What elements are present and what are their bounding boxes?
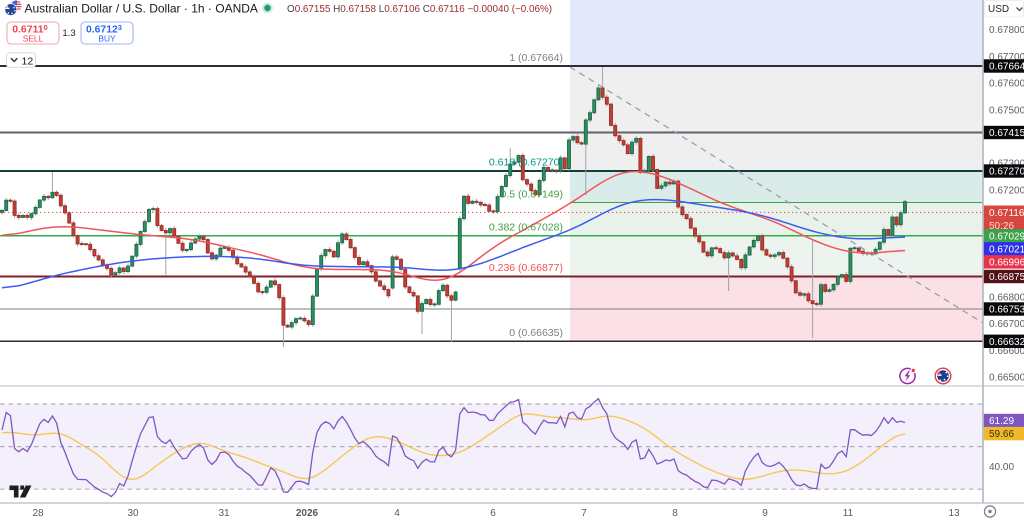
- svg-text:BUY: BUY: [98, 34, 116, 44]
- svg-text:0.382 (0.67028): 0.382 (0.67028): [489, 222, 563, 234]
- svg-text:11: 11: [843, 508, 854, 519]
- svg-text:9: 9: [762, 508, 768, 519]
- svg-text:28: 28: [32, 508, 44, 519]
- svg-text:8: 8: [672, 508, 678, 519]
- svg-text:0 (0.66635): 0 (0.66635): [509, 327, 563, 339]
- svg-text:0.67270: 0.67270: [989, 167, 1024, 178]
- svg-text:SELL: SELL: [23, 34, 44, 44]
- svg-text:0.236 (0.66877): 0.236 (0.66877): [489, 262, 563, 274]
- svg-text:Australian Dollar / U.S. Dolla: Australian Dollar / U.S. Dollar · 1h · O…: [25, 2, 258, 16]
- svg-text:0.66632: 0.66632: [989, 337, 1024, 348]
- svg-text:0.67200: 0.67200: [989, 186, 1024, 197]
- svg-text:0.66875: 0.66875: [989, 272, 1024, 283]
- svg-text:12: 12: [22, 55, 34, 67]
- svg-text:0.5 (0.67149): 0.5 (0.67149): [501, 189, 563, 201]
- svg-text:0.66996: 0.66996: [989, 258, 1024, 269]
- svg-text:O0.67155 H0.67158 L0.67106 C0.: O0.67155 H0.67158 L0.67106 C0.67116 −0.0…: [287, 4, 552, 15]
- svg-text:50:26: 50:26: [989, 221, 1014, 232]
- svg-text:13: 13: [948, 508, 960, 519]
- svg-text:6: 6: [490, 508, 496, 519]
- svg-text:0.67500: 0.67500: [989, 105, 1024, 116]
- svg-text:0.66600: 0.66600: [989, 346, 1024, 357]
- svg-text:USD: USD: [988, 4, 1009, 15]
- svg-text:0.66700: 0.66700: [989, 319, 1024, 330]
- svg-text:0.67800: 0.67800: [989, 25, 1024, 36]
- svg-text:0.66753: 0.66753: [989, 305, 1024, 316]
- svg-text:30: 30: [127, 508, 139, 519]
- svg-text:59.66: 59.66: [989, 429, 1014, 440]
- svg-text:0.67110: 0.67110: [12, 23, 47, 36]
- svg-text:31: 31: [218, 508, 230, 519]
- svg-text:0.67415: 0.67415: [989, 128, 1024, 139]
- svg-text:0.618 (0.67270): 0.618 (0.67270): [489, 157, 563, 169]
- svg-text:0.66500: 0.66500: [989, 373, 1024, 384]
- svg-text:2026: 2026: [296, 508, 319, 519]
- svg-text:0.67664: 0.67664: [989, 62, 1024, 73]
- svg-text:0.67123: 0.67123: [86, 23, 122, 36]
- svg-text:0.66800: 0.66800: [989, 293, 1024, 304]
- svg-text:40.00: 40.00: [989, 462, 1014, 473]
- svg-text:7: 7: [581, 508, 587, 519]
- svg-text:61.29: 61.29: [989, 416, 1014, 427]
- svg-text:0.67700: 0.67700: [989, 52, 1024, 63]
- svg-text:4: 4: [394, 508, 400, 519]
- svg-text:0.67029: 0.67029: [989, 231, 1024, 242]
- svg-text:0.67116: 0.67116: [989, 208, 1024, 219]
- svg-text:1 (0.67664): 1 (0.67664): [509, 52, 563, 64]
- svg-text:0.67021: 0.67021: [989, 244, 1024, 255]
- svg-text:1.3: 1.3: [62, 28, 75, 39]
- svg-text:0.67600: 0.67600: [989, 79, 1024, 90]
- svg-text:0.67300: 0.67300: [989, 159, 1024, 170]
